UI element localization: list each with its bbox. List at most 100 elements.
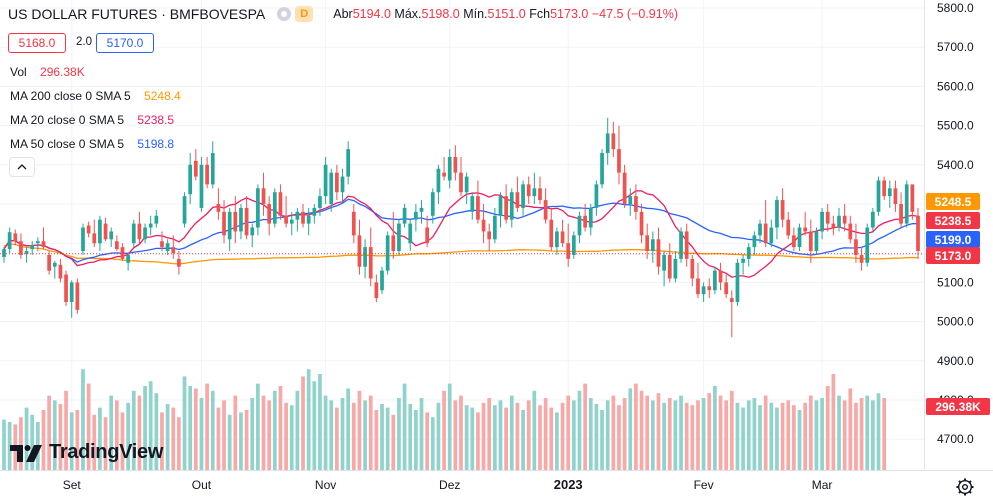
candle-body [289,219,294,224]
volume-bar [177,417,181,470]
volume-bar [808,395,813,470]
volume-bar [301,376,305,470]
low-value: 5151.0 [487,7,526,21]
open-value: 5194.0 [352,7,391,21]
collapse-legend-button[interactable] [9,157,35,177]
buy-button[interactable]: 5170.0 [96,33,154,53]
candle-body [397,223,401,252]
volume-bar [357,390,362,470]
symbol-title[interactable]: US DOLLAR FUTURES · BMFBOVESPA [8,6,266,22]
candle-body [30,245,35,250]
candle-body [622,172,627,204]
volume-bar [391,414,396,470]
candle-body [741,258,745,263]
candle-body [916,215,920,252]
volume-bar [786,400,791,470]
volume-bar [735,402,740,470]
volume-bar [222,400,226,470]
volume-bar [453,400,458,470]
market-status-icon[interactable] [277,7,292,21]
candle-body [639,211,644,236]
settings-gear-icon[interactable] [955,477,975,497]
volume-bar [312,381,317,470]
legend-ma50-label: MA 50 close 0 SMA 5 [10,137,125,151]
candle-body [594,184,599,208]
volume-bar [707,393,712,470]
candle-body [786,219,791,236]
candle-body [758,223,762,236]
candle-body [329,172,334,204]
volume-bar [865,395,870,470]
volume-bar [814,400,819,470]
volume-bar [109,395,114,470]
volume-bar [233,395,238,470]
candle-body [126,254,130,263]
volume-bar [278,386,283,470]
volume-bar [397,398,401,470]
candle-body [696,278,700,295]
volume-bar [7,422,12,470]
volume-bar [171,407,176,470]
candle-body [7,232,12,250]
candle-body [893,188,898,204]
price-label-box [926,193,980,210]
y-tick-label: 5500.0 [937,119,974,133]
volume-bar [318,374,322,470]
candle-body [210,153,215,185]
candle-body [408,223,413,244]
candle-body [171,247,176,253]
volume-bar [515,402,520,470]
candle-body [543,200,548,220]
candle-body [887,188,892,197]
candle-body [470,196,475,212]
sell-button[interactable]: 5168.0 [8,33,66,53]
change-value: −47.5 (−0.91%) [591,7,678,21]
candle-body [318,196,322,208]
legend-ma200[interactable]: MA 200 close 0 SMA 5 5248.4 [10,89,181,103]
candle-body [859,254,864,263]
volume-bar [600,410,604,470]
candle-body [831,223,836,228]
tradingview-logo[interactable]: TradingView [10,441,163,464]
candle-body [58,264,63,279]
candle-body [233,211,238,232]
candle-body [854,239,858,255]
volume-bar [882,398,887,470]
tradingview-logo-icon [10,444,42,462]
delayed-badge[interactable]: D [295,6,314,22]
candle-body [425,227,430,244]
legend-ma50[interactable]: MA 50 close 0 SMA 5 5198.8 [10,137,174,151]
close-label: Fch [529,7,551,21]
ma20-line [3,190,919,278]
legend-volume[interactable]: Vol 296.38K [10,65,85,79]
volume-bar [684,402,689,470]
volume-bar [803,402,808,470]
y-tick-label: 5800.0 [937,1,974,15]
candle-body [103,223,108,240]
candle-body [363,247,367,267]
volume-bar [425,412,430,470]
candle-body [154,215,159,224]
volume-bar [487,398,492,470]
volume-bar [41,410,46,470]
volume-bar [216,407,221,470]
volume-bar [820,398,824,470]
candle-body [109,231,114,240]
candle-body [188,164,193,195]
volume-bar [470,407,475,470]
legend-ma20[interactable]: MA 20 close 0 SMA 5 5238.5 [10,113,174,127]
volume-bar [340,398,345,470]
candle-body [481,219,486,232]
candle-body [165,243,170,252]
volume-bar [605,400,610,470]
volume-bar [447,383,452,470]
volume-bar [442,390,446,470]
candle-body [498,196,503,216]
volume-bar [261,395,266,470]
candle-body [769,227,774,244]
candle-body [131,223,136,244]
candle-body [876,180,881,212]
volume-bar [696,400,700,470]
time-axis[interactable]: Set Out Nov Dez 2023 Fev Mar [63,477,833,492]
